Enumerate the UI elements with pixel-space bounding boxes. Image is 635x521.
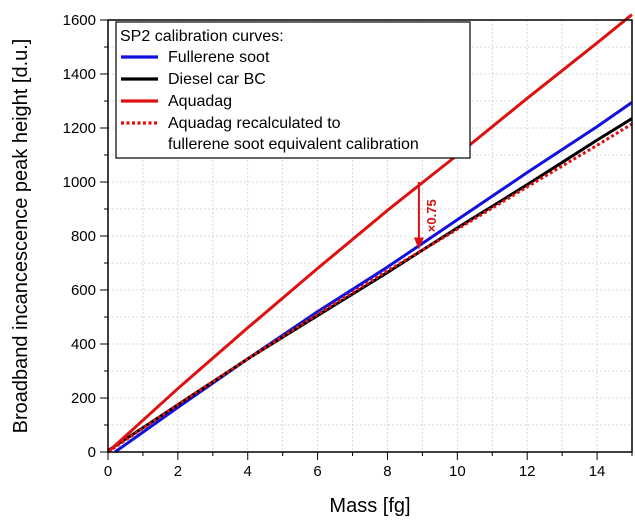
y-tick-label: 800: [71, 228, 96, 245]
y-tick-label: 1200: [63, 120, 96, 137]
legend-label: Aquadag recalculated to: [168, 115, 341, 132]
legend-label: Fullerene soot: [168, 49, 270, 66]
x-tick-label: 6: [313, 463, 321, 480]
x-tick-label: 0: [104, 463, 112, 480]
scaling-annotation: ×0.75: [413, 182, 439, 250]
legend-title: SP2 calibration curves:: [120, 28, 284, 45]
legend-items: Fullerene soot Diesel car BC Aquadag Aquada…: [121, 49, 419, 153]
x-tick-label: 2: [174, 463, 182, 480]
y-tick-label: 1600: [63, 12, 96, 29]
y-tick-label: 600: [71, 282, 96, 299]
legend: SP2 calibration curves: Fullerene soot Di…: [115, 21, 471, 159]
series-lines: [106, 13, 633, 454]
x-axis-title: Mass [fg]: [329, 495, 410, 517]
y-tick-label: 1400: [63, 66, 96, 83]
legend-label: Diesel car BC: [168, 71, 266, 88]
y-tick-label: 400: [71, 336, 96, 353]
x-tick-label: 8: [383, 463, 391, 480]
x-tick-label: 10: [449, 463, 466, 480]
annotation-label: ×0.75: [424, 199, 439, 232]
legend-label: Aquadag: [168, 93, 232, 110]
series-line-4: [107, 122, 633, 454]
x-tick-label: 4: [244, 463, 252, 480]
x-tick-label: 12: [519, 463, 536, 480]
axis-ticks: 0 2 4 6 8 10 12 14 0 200 400 600 800 1000 1200 1400 1600: [63, 12, 633, 480]
y-axis-title: Broadband incancescence peak height [d.u…: [10, 39, 32, 434]
legend-box: [115, 21, 471, 159]
y-tick-label: 200: [71, 390, 96, 407]
series-line-3: [106, 13, 633, 454]
y-tick-label: 0: [88, 444, 96, 461]
annotation-arrow-head: [413, 237, 424, 250]
legend-label: fullerene soot equivalent calibration: [168, 136, 419, 153]
series-line-1: [114, 101, 633, 454]
x-tick-label: 14: [589, 463, 606, 480]
y-tick-label: 1000: [63, 174, 96, 191]
